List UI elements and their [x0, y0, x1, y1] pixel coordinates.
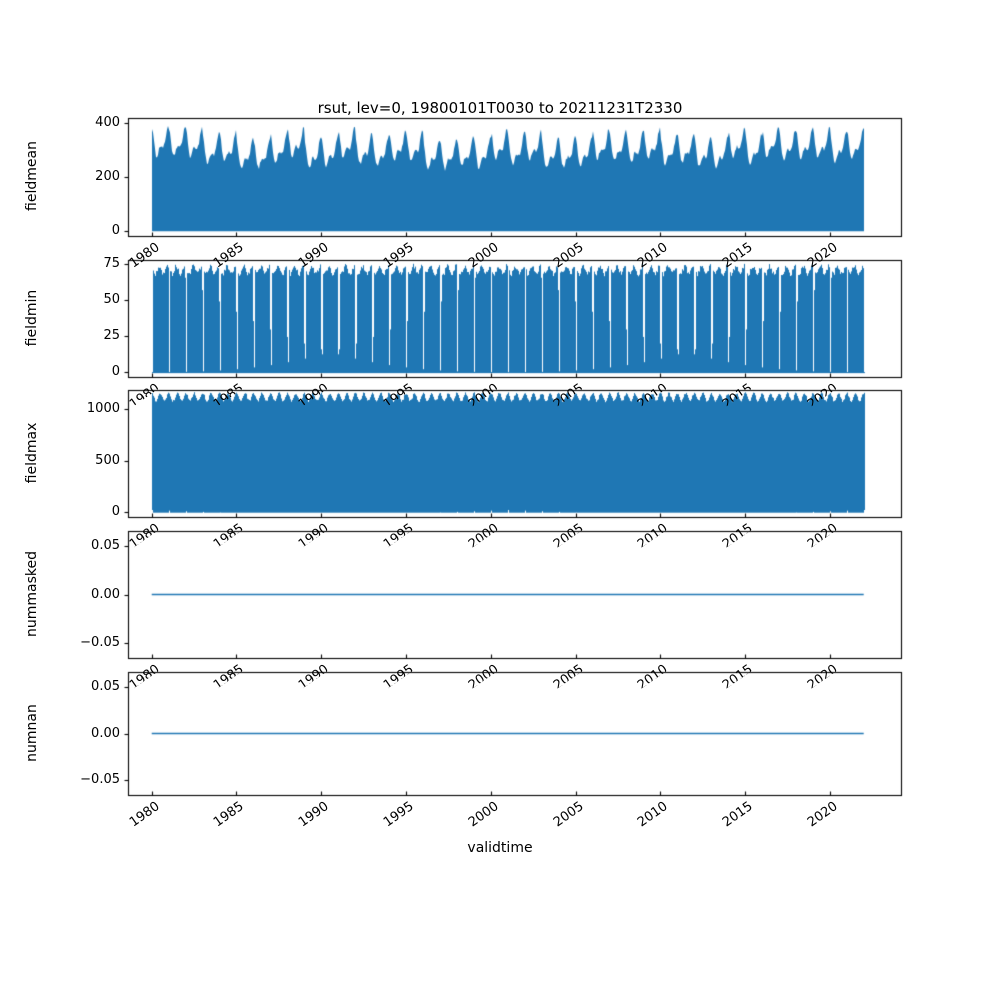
matplotlib-figure: rsut, lev=0, 19800101T0030 to 20211231T2…	[0, 0, 1000, 1000]
plot-canvas	[0, 0, 1000, 1000]
